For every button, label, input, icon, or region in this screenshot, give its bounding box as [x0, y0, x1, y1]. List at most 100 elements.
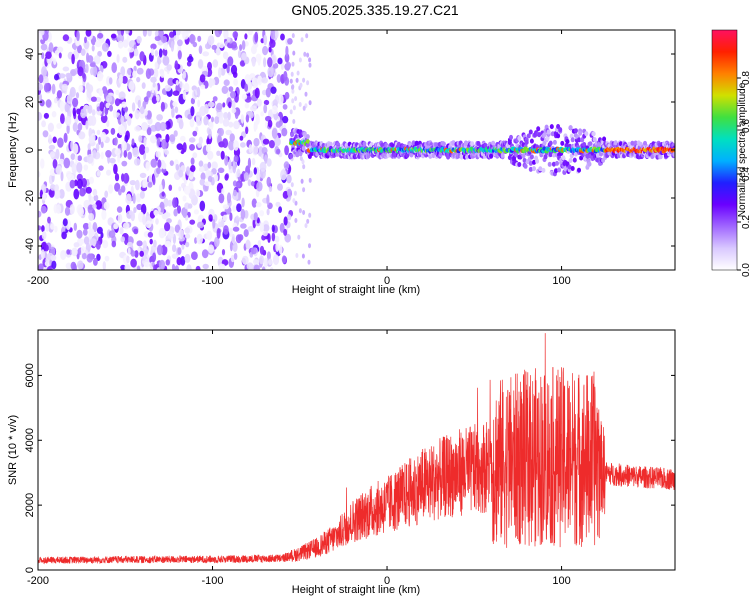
heatmap-cell [672, 152, 675, 157]
heatmap-cell [118, 188, 122, 196]
heatmap-cell [214, 236, 220, 248]
heatmap-cell [110, 33, 117, 39]
heatmap-cell [197, 35, 202, 42]
heatmap-cell [303, 51, 307, 57]
spectrogram-panel: -200 -100 0 100 40 20 0 -20 -40 Height of strai… [7, 29, 676, 296]
heatmap-cell [434, 142, 439, 148]
heatmap-cell [577, 137, 581, 143]
heatmap-cell [100, 231, 104, 239]
heatmap-cell [43, 83, 49, 93]
heatmap-cell [281, 127, 288, 137]
heatmap-cell [223, 30, 229, 40]
heatmap-cell [289, 109, 293, 115]
heatmap-cell [305, 33, 309, 39]
heatmap-cell [308, 212, 312, 218]
heatmap-cell [228, 101, 232, 109]
heatmap-cell [60, 250, 67, 260]
heatmap-cell [64, 206, 71, 216]
heatmap-cell [266, 208, 270, 216]
heatmap-cell [91, 109, 96, 116]
heatmap-cell [60, 113, 65, 124]
heatmap-cell [38, 225, 42, 231]
heatmap-cell [166, 218, 172, 224]
heatmap-cell [141, 203, 147, 215]
heatmap-cell [215, 47, 221, 56]
heatmap-cell [268, 140, 275, 149]
heatmap-cell [227, 111, 231, 121]
heatmap-cell [86, 253, 94, 263]
heatmap-cell [189, 34, 196, 44]
heatmap-cell [294, 96, 298, 102]
heatmap-cell [90, 96, 97, 102]
heatmap-cell [150, 43, 157, 50]
heatmap-cell [58, 158, 65, 165]
heatmap-cell [179, 81, 183, 89]
heatmap-cell [272, 99, 278, 108]
heatmap-cell [165, 133, 170, 143]
snr-y-tick-label: 2000 [24, 493, 36, 517]
heatmap-cell [61, 231, 67, 240]
heatmap-cell [48, 144, 56, 150]
heatmap-cell [156, 137, 161, 147]
heatmap-cell [159, 121, 167, 132]
heatmap-cell [267, 66, 274, 78]
heatmap-cell [256, 171, 261, 182]
heatmap-cell [254, 121, 258, 130]
heatmap-cell [226, 37, 231, 43]
heatmap-cell [507, 140, 512, 146]
heatmap-cell [164, 149, 169, 155]
heatmap-cell [58, 189, 65, 199]
heatmap-cell [270, 86, 277, 94]
heatmap-cell [54, 225, 58, 233]
heatmap-cell [127, 151, 132, 160]
heatmap-cell [133, 158, 141, 166]
heatmap-cell [260, 111, 265, 117]
heatmap-cell [165, 259, 170, 266]
heatmap-cell [180, 135, 186, 142]
heatmap-cell [104, 190, 109, 198]
heatmap-cell [362, 141, 367, 147]
heatmap-cell [175, 79, 179, 86]
heatmap-cell [95, 240, 101, 250]
heatmap-cell [64, 103, 70, 113]
heatmap-cell [154, 61, 159, 69]
heatmap-cell [178, 229, 184, 239]
heatmap-cell [563, 166, 568, 172]
heatmap-cell [73, 242, 80, 248]
heatmap-cell [573, 128, 578, 134]
heatmap-cell [212, 218, 216, 229]
snr-y-tick-label: 4000 [24, 428, 36, 452]
heatmap-cell [302, 105, 306, 111]
heatmap-cell [543, 154, 548, 160]
heatmap-cell [143, 96, 149, 103]
heatmap-cell [282, 104, 288, 110]
heatmap-cell [148, 174, 153, 184]
heatmap-cell [248, 144, 253, 154]
heatmap-cell [190, 97, 195, 105]
heatmap-cell [476, 141, 481, 146]
heatmap-cell [124, 263, 131, 270]
heatmap-cell [238, 190, 242, 201]
heatmap-cell [146, 90, 151, 98]
heatmap-cell [55, 165, 62, 175]
heatmap-cell [152, 175, 156, 186]
heatmap-cell [69, 86, 76, 98]
heatmap-cell [235, 182, 241, 188]
heatmap-cell [145, 68, 152, 80]
heatmap-cell [65, 262, 73, 270]
heatmap-cell [244, 33, 248, 40]
heatmap-cell [133, 48, 139, 57]
heatmap-cell [538, 166, 543, 172]
heatmap-cell [272, 62, 279, 69]
heatmap-cell [158, 259, 166, 270]
heatmap-cell [214, 174, 219, 182]
heatmap-cell [584, 131, 589, 137]
heatmap-cell [66, 123, 70, 135]
heatmap-cell [169, 31, 175, 38]
heatmap-cell [100, 131, 107, 142]
heatmap-cell [223, 112, 229, 120]
heatmap-cell [181, 244, 185, 250]
heatmap-cell [38, 83, 44, 91]
heatmap-cell [292, 119, 296, 124]
heatmap-cell [549, 124, 554, 130]
